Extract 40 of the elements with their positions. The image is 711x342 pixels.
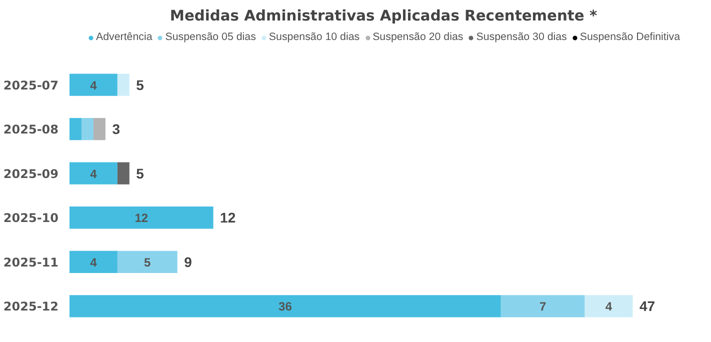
data-label: 7: [540, 300, 547, 314]
legend-label: Suspensão Definitiva: [580, 31, 680, 43]
bar: [70, 206, 214, 229]
bar: [70, 118, 82, 140]
y-tick-label: 2025-09: [3, 166, 58, 181]
total-label: 12: [220, 210, 236, 226]
bar: [70, 250, 118, 273]
data-label: 12: [134, 211, 148, 226]
y-tick-label: 2025-10: [3, 211, 58, 226]
legend-label: Suspensão 30 dias: [476, 31, 567, 43]
bar: [93, 118, 106, 140]
data-label: 5: [144, 255, 152, 270]
chart-title: Medidas Administrativas Aplicadas Recentemente *: [170, 8, 598, 24]
total-label: 47: [639, 298, 656, 314]
y-tick-label: 2025-08: [3, 122, 58, 137]
data-label: 4: [90, 255, 98, 270]
total-label: 9: [184, 254, 192, 270]
bar: [70, 74, 118, 96]
bar: [500, 295, 585, 318]
bar: [117, 74, 130, 96]
data-label: 36: [278, 300, 292, 314]
total-label: 3: [112, 121, 120, 138]
legend-label: Suspensão 05 dias: [165, 31, 256, 43]
y-tick-label: 2025-07: [3, 78, 58, 92]
bar: [70, 295, 501, 318]
legend-label: Suspensão 10 dias: [268, 31, 360, 43]
bar: [117, 162, 130, 184]
bar: [81, 118, 94, 140]
data-label: 4: [605, 300, 612, 314]
legend-label: Advertência: [96, 31, 152, 43]
total-label: 5: [136, 165, 144, 182]
bar: [70, 162, 118, 184]
legend-label: Suspensão 20 dias: [372, 31, 464, 43]
bar: [117, 250, 178, 273]
data-label: 4: [90, 78, 98, 92]
y-tick-label: 2025-12: [3, 300, 58, 314]
total-label: 5: [136, 76, 144, 93]
data-label: 4: [90, 166, 98, 181]
y-tick-label: 2025-11: [3, 255, 58, 270]
bar: [584, 295, 633, 318]
